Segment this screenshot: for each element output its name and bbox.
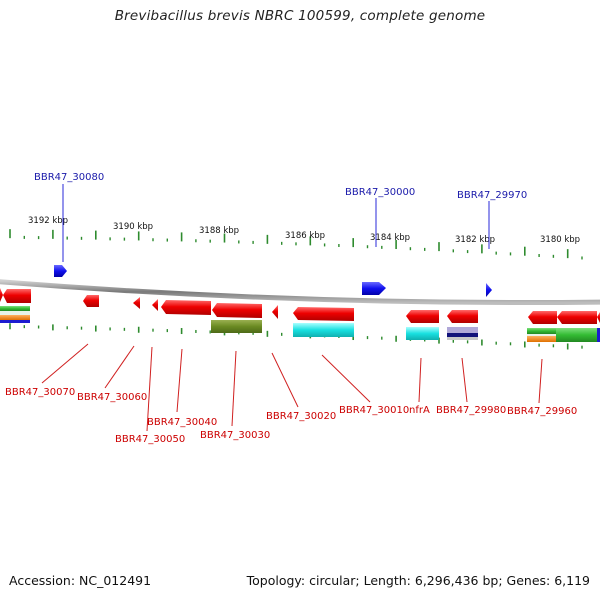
forward-gene-labels: BBR47_30080 BBR47_30000 BBR47_29970 xyxy=(34,172,527,262)
gene-arrow-forward[interactable] xyxy=(362,282,386,295)
category-bar xyxy=(0,306,30,311)
accession-text: Accession: NC_012491 xyxy=(9,573,152,588)
gene-arrow-reverse[interactable] xyxy=(161,300,211,315)
gene-arrow-reverse[interactable] xyxy=(528,311,557,324)
gene-label[interactable]: BBR47_30080 xyxy=(34,172,104,183)
gene-arrow-forward[interactable] xyxy=(54,265,67,277)
forward-genes xyxy=(54,265,492,297)
reverse-gene-labels: BBR47_30070 BBR47_30060 BBR47_30050 BBR4… xyxy=(5,387,577,445)
gene-arrow-reverse[interactable] xyxy=(272,305,278,319)
reverse-genes xyxy=(0,288,600,324)
scale-label: 3190 kbp xyxy=(113,222,153,232)
gene-label[interactable]: BBR47_30000 xyxy=(345,187,415,198)
gene-label[interactable]: nfrA xyxy=(409,405,430,416)
gene-label[interactable]: BBR47_29960 xyxy=(507,406,577,417)
category-bar xyxy=(293,323,354,337)
gene-arrow-reverse[interactable] xyxy=(0,288,3,302)
gene-arrow-reverse[interactable] xyxy=(212,303,262,318)
category-bar xyxy=(447,337,478,340)
outer-scale-ticks xyxy=(9,229,583,260)
scale-label: 3192 kbp xyxy=(28,216,68,226)
scale-labels: 3192 kbp 3190 kbp 3188 kbp 3186 kbp 3184… xyxy=(28,216,580,245)
category-bar xyxy=(211,320,262,333)
gene-arrow-reverse[interactable] xyxy=(293,307,354,321)
genome-summary-text: Topology: circular; Length: 6,296,436 bp… xyxy=(246,573,590,588)
category-bars xyxy=(0,306,600,342)
gene-arrow-forward[interactable] xyxy=(486,283,492,297)
category-bar xyxy=(527,336,557,342)
scale-label: 3188 kbp xyxy=(199,226,239,236)
category-bar xyxy=(0,311,30,315)
map-title: Brevibacillus brevis NBRC 100599, comple… xyxy=(114,8,486,24)
gene-arrow-reverse[interactable] xyxy=(557,311,597,324)
gene-arrow-reverse[interactable] xyxy=(3,289,31,303)
gene-label[interactable]: BBR47_30050 xyxy=(115,434,185,445)
gene-label[interactable]: BBR47_30020 xyxy=(266,411,336,422)
gene-label[interactable]: BBR47_29980 xyxy=(436,405,506,416)
category-bar xyxy=(527,334,557,336)
category-bar xyxy=(406,327,439,340)
genome-backbone xyxy=(0,279,600,306)
gene-arrow-reverse[interactable] xyxy=(83,295,99,307)
gene-arrow-reverse[interactable] xyxy=(133,297,140,309)
category-bar xyxy=(597,328,600,342)
category-bar xyxy=(0,320,30,323)
gene-arrow-reverse[interactable] xyxy=(597,312,600,323)
reverse-gene-leaders xyxy=(41,343,543,432)
gene-label[interactable]: BBR47_30040 xyxy=(147,417,217,428)
category-bar xyxy=(447,327,478,333)
gene-arrow-reverse[interactable] xyxy=(447,310,478,323)
category-bar xyxy=(447,333,478,337)
scale-label: 3186 kbp xyxy=(285,231,325,241)
category-bar xyxy=(556,328,597,342)
category-bar xyxy=(0,315,30,320)
gene-label[interactable]: BBR47_30010 xyxy=(339,405,409,416)
gene-arrow-reverse[interactable] xyxy=(406,310,439,323)
gene-label[interactable]: BBR47_30060 xyxy=(77,392,147,403)
scale-label: 3180 kbp xyxy=(540,235,580,245)
scale-label: 3184 kbp xyxy=(370,233,410,243)
scale-label: 3182 kbp xyxy=(455,235,495,245)
gene-label[interactable]: BBR47_29970 xyxy=(457,190,527,201)
gene-arrow-reverse[interactable] xyxy=(152,299,158,311)
category-bar xyxy=(527,328,557,334)
gene-label[interactable]: BBR47_30070 xyxy=(5,387,75,398)
gene-label[interactable]: BBR47_30030 xyxy=(200,430,270,441)
